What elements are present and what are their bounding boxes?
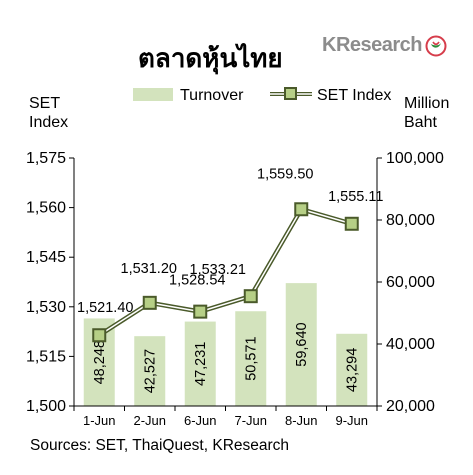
x-axis-tick-label: 8-Jun (285, 413, 318, 428)
legend: Turnover SET Index (133, 87, 391, 104)
turnover-bar-label: 42,527 (143, 349, 159, 393)
kresearch-emblem-icon (425, 35, 447, 56)
right-axis-tick-label: 40,000 (386, 336, 435, 353)
set-index-point (92, 328, 107, 343)
set-index-line-group: 1,521.40 1,531.201,528.541,533.21 1,559.50… (77, 166, 383, 343)
x-axis-tick-label: 1-Jun (83, 413, 116, 428)
right-axis-tick-label: 20,000 (386, 398, 435, 415)
legend-set-marker (284, 87, 297, 100)
set-index-label: 1,521.40 (77, 300, 133, 316)
turnover-bar-label: 59,640 (294, 322, 310, 366)
set-index-point (142, 295, 157, 310)
left-axis-tick-label: 1,515 (26, 348, 66, 365)
source-note: Sources: SET, ThaiQuest, KResearch (30, 437, 290, 454)
turnover-bar (285, 283, 317, 406)
left-axis-tick-label: 1,500 (26, 398, 66, 415)
axes: 1,500 1,515 1,530 1,545 1,560 1,575 20,000 40,0… (26, 150, 444, 428)
legend-turnover-swatch (133, 88, 173, 101)
left-axis-tick-label: 1,560 (26, 200, 66, 217)
x-axis-tick-label: 2-Jun (133, 413, 166, 428)
x-axis-tick-label: 9-Jun (335, 413, 368, 428)
set-index-label: 1,528.54 (169, 273, 225, 289)
set-index-point (243, 289, 258, 304)
right-axis-title-line1: Million (404, 95, 450, 112)
left-axis-tick-label: 1,575 (26, 150, 66, 167)
right-axis-title-line2: Baht (404, 114, 437, 131)
set-index-line-inner (98, 208, 352, 336)
chart-title: ตลาดหุ้นไทย (138, 44, 283, 74)
set-index-label: 1,559.50 (257, 166, 313, 182)
set-index-label: 1,555.11 (328, 189, 383, 205)
left-axis-tick-label: 1,545 (26, 249, 66, 266)
right-axis-tick-label: 100,000 (386, 150, 444, 167)
set-index-point (344, 216, 359, 231)
right-axis-title: Million Baht (404, 94, 449, 132)
set-index-point (294, 202, 309, 217)
kresearch-logo: KResearch (322, 34, 447, 57)
left-axis-tick-label: 1,530 (26, 299, 66, 316)
x-axis-tick-label: 7-Jun (234, 413, 267, 428)
legend-set-label: SET Index (317, 87, 391, 104)
set-index-label: 1,533.21 (190, 262, 246, 278)
turnover-bar (336, 333, 368, 406)
turnover-bar (184, 321, 216, 406)
turnover-bar (134, 336, 166, 406)
turnover-bar-label: 50,571 (244, 336, 260, 380)
left-axis-title-line2: Index (29, 114, 69, 131)
right-axis-tick-label: 60,000 (386, 274, 435, 291)
set-index-label: 1,531.20 (121, 261, 177, 277)
turnover-bar-label: 47,231 (193, 342, 209, 386)
turnover-bar (235, 311, 267, 406)
left-axis-title: SET Index (29, 94, 68, 132)
logo-text: KResearch (322, 34, 423, 56)
x-axis-tick-label: 6-Jun (184, 413, 217, 428)
set-index-point (193, 304, 208, 319)
turnover-bar-label: 48,248 (92, 340, 108, 384)
right-axis-tick-label: 80,000 (386, 212, 435, 229)
legend-turnover-label: Turnover (180, 87, 244, 104)
turnover-bar-label: 43,294 (345, 348, 361, 392)
left-axis-title-line1: SET (29, 95, 61, 112)
